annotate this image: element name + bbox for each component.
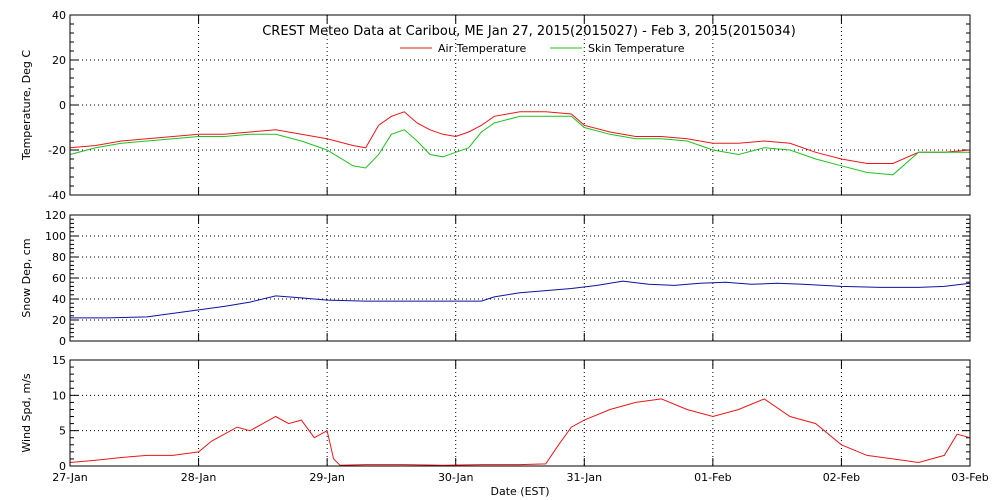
panel-0: -40 -20 0 20 40 Temperature, Deg C [20,9,971,202]
panel-2: 0 5 10 15 Wind Spd, m/s [20,354,971,473]
y-axis-label: Snow Dep, cm [20,238,33,317]
panel-frame [69,214,971,342]
panel-frame [69,359,971,467]
y-tick-label: 20 [52,314,66,327]
series-line-wind [69,398,971,466]
chart-title: CREST Meteo Data at Caribou, ME Jan 27, … [262,24,796,39]
y-tick-label: 60 [52,272,66,285]
x-tick-labels: 27-Jan 28-Jan 29-Jan 30-Jan 31-Jan 01-Feb 02-F… [52,471,989,484]
series-line-snow [70,280,971,319]
y-tick-label: 0 [59,99,66,112]
x-tick-label: 02-Feb [823,471,860,484]
y-tick-label: 40 [52,9,66,22]
x-tick-label: 30-Jan [438,471,474,484]
legend-label: Air Temperature [438,42,527,55]
series-line-skin [69,115,970,176]
y-tick-label: 40 [52,293,66,306]
x-tick-label: 31-Jan [567,471,603,484]
y-tick-label: 0 [59,335,66,348]
y-tick-label: 20 [52,54,66,67]
y-tick-label: 100 [45,230,66,243]
y-tick-label: 120 [45,209,66,222]
y-tick-label: -20 [48,144,66,157]
y-tick-label: 80 [52,251,66,264]
panels: -40 -20 0 20 40 Temperature, Deg C 0 20 40 60 80 10… [20,9,971,473]
y-tick-label: -40 [48,189,66,202]
series-line-air [69,111,971,164]
x-tick-label: 28-Jan [181,471,217,484]
panel-frame [69,14,971,196]
x-tick-label: 03-Feb [951,471,988,484]
x-tick-label: 27-Jan [52,471,88,484]
y-tick-label: 10 [52,389,66,402]
x-tick-label: 29-Jan [309,471,345,484]
y-tick-label: 15 [52,354,66,367]
y-axis-label: Temperature, Deg C [20,50,33,161]
x-axis-label: Date (EST) [490,485,549,498]
y-axis-label: Wind Spd, m/s [20,373,33,453]
x-tick-label: 01-Feb [694,471,731,484]
legend-label: Skin Temperature [588,42,685,55]
panel-1: 0 20 40 60 80 100 120 Snow Dep, cm [20,209,971,348]
y-tick-label: 5 [59,425,66,438]
y-tick-label: 0 [59,460,66,473]
legend: Air Temperature Skin Temperature [400,42,685,55]
